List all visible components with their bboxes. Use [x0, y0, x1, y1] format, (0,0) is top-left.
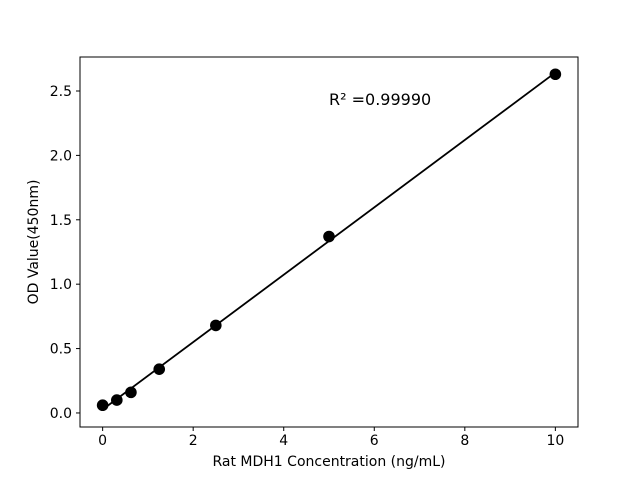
x-tick-label: 6: [370, 433, 379, 449]
data-point: [96, 399, 109, 412]
y-tick-label: 1.5: [50, 213, 72, 229]
y-axis-label: OD Value(450nm): [26, 180, 42, 305]
x-tick-label: 8: [460, 433, 469, 449]
data-point: [323, 230, 335, 243]
data-point: [153, 363, 166, 375]
data-point: [210, 319, 222, 332]
x-tick-label: 10: [546, 433, 564, 449]
y-tick-label: 0.0: [50, 406, 72, 422]
data-point: [111, 394, 123, 406]
plot-render-layer: 0 2 4 6 8 10 0.0 0.5 1.0 1.5 2.0 2.5: [50, 56, 579, 449]
data-point: [125, 386, 137, 399]
x-axis-label: Rat MDH1 Concentration (ng/mL): [212, 454, 445, 470]
x-tick-label: 2: [189, 433, 198, 449]
y-tick-label: 0.5: [50, 342, 72, 358]
x-tick-label: 4: [279, 433, 288, 449]
y-tick-label: 1.0: [50, 277, 72, 293]
data-point: [549, 68, 562, 81]
y-tick-label: 2.0: [50, 148, 72, 164]
y-tick-label: 2.5: [50, 84, 72, 100]
r-squared-annotation: R² =0.99990: [329, 90, 431, 109]
axes-spines: [79, 56, 579, 428]
x-tick-label: 0: [98, 433, 107, 449]
